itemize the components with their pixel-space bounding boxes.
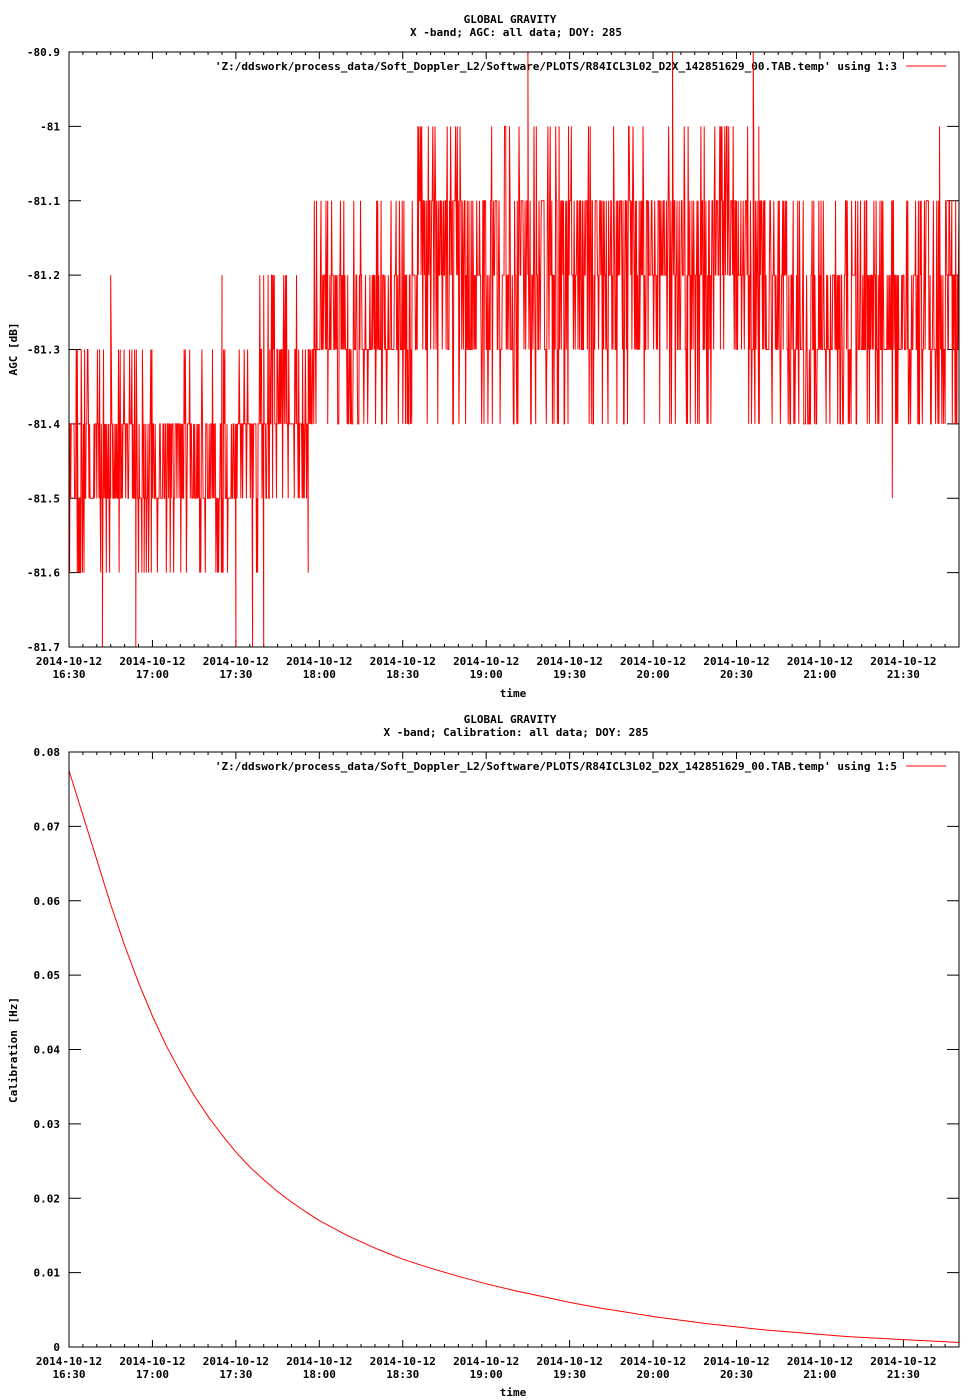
y-tick-label: 0.04 bbox=[34, 1044, 61, 1057]
y-tick-label: -81.2 bbox=[27, 269, 60, 282]
x-tick-label-date: 2014-10-12 bbox=[703, 655, 769, 668]
y-tick-label: -81.1 bbox=[27, 195, 60, 208]
x-tick-label-time: 17:30 bbox=[219, 668, 252, 681]
x-tick-label-date: 2014-10-12 bbox=[620, 655, 686, 668]
x-tick-label-date: 2014-10-12 bbox=[203, 655, 269, 668]
y-tick-label: 0.07 bbox=[34, 820, 61, 833]
chart-subtitle: X -band; Calibration: all data; DOY: 285 bbox=[384, 726, 649, 739]
agc-chart: GLOBAL GRAVITY X -band; AGC: all data; D… bbox=[7, 13, 960, 700]
x-tick-label-date: 2014-10-12 bbox=[36, 1355, 102, 1368]
x-tick-label-time: 19:30 bbox=[553, 1368, 586, 1381]
x-tick-label-date: 2014-10-12 bbox=[787, 655, 853, 668]
y-tick-label: 0.05 bbox=[34, 969, 61, 982]
y-tick-label: -81.3 bbox=[27, 344, 60, 357]
x-tick-label-time: 19:00 bbox=[470, 668, 503, 681]
y-tick-label: 0.08 bbox=[34, 746, 61, 759]
x-tick-label-time: 17:00 bbox=[136, 668, 169, 681]
x-axis-label: time bbox=[500, 687, 527, 700]
x-tick-label-date: 2014-10-12 bbox=[203, 1355, 269, 1368]
x-tick-label-time: 21:30 bbox=[887, 668, 920, 681]
plot-frame bbox=[68, 751, 960, 1348]
y-axis-label: Calibration [Hz] bbox=[7, 997, 20, 1103]
x-tick-label-time: 19:30 bbox=[553, 668, 586, 681]
x-tick-label-date: 2014-10-12 bbox=[36, 655, 102, 668]
x-tick-label-time: 18:00 bbox=[303, 668, 336, 681]
y-tick-label: 0 bbox=[53, 1341, 60, 1354]
y-tick-label: 0.01 bbox=[34, 1267, 61, 1280]
x-tick-label-date: 2014-10-12 bbox=[870, 655, 936, 668]
x-tick-label-time: 17:00 bbox=[136, 1368, 169, 1381]
x-tick-label-date: 2014-10-12 bbox=[370, 655, 436, 668]
x-tick-label-date: 2014-10-12 bbox=[620, 1355, 686, 1368]
x-tick-label-time: 20:00 bbox=[637, 1368, 670, 1381]
x-tick-label-date: 2014-10-12 bbox=[119, 1355, 185, 1368]
y-tick-label: -81.4 bbox=[27, 418, 60, 431]
x-tick-label-time: 19:00 bbox=[470, 1368, 503, 1381]
legend-label: 'Z:/ddswork/process_data/Soft_Doppler_L2… bbox=[215, 60, 897, 73]
x-tick-label-time: 20:30 bbox=[720, 1368, 753, 1381]
x-tick-label-date: 2014-10-12 bbox=[787, 1355, 853, 1368]
x-tick-label-time: 16:30 bbox=[52, 1368, 85, 1381]
x-axis-label: time bbox=[500, 1386, 527, 1399]
x-tick-label-date: 2014-10-12 bbox=[286, 655, 352, 668]
x-tick-label-date: 2014-10-12 bbox=[537, 1355, 603, 1368]
plot-frame bbox=[68, 51, 960, 648]
x-tick-label-date: 2014-10-12 bbox=[453, 1355, 519, 1368]
y-tick-label: -81.7 bbox=[27, 641, 60, 654]
series-line bbox=[69, 51, 960, 648]
x-tick-label-time: 18:30 bbox=[386, 668, 419, 681]
x-tick-label-time: 17:30 bbox=[219, 1368, 252, 1381]
x-tick-label-date: 2014-10-12 bbox=[453, 655, 519, 668]
y-tick-label: -81 bbox=[40, 120, 60, 133]
chart-title: GLOBAL GRAVITY bbox=[464, 13, 557, 26]
chart-title: GLOBAL GRAVITY bbox=[464, 713, 557, 726]
x-tick-label-time: 20:00 bbox=[637, 668, 670, 681]
calibration-chart: GLOBAL GRAVITY X -band; Calibration: all… bbox=[7, 713, 960, 1399]
y-tick-label: -81.6 bbox=[27, 567, 60, 580]
x-tick-label-date: 2014-10-12 bbox=[537, 655, 603, 668]
y-tick-label: -81.5 bbox=[27, 492, 60, 505]
x-tick-label-time: 18:30 bbox=[386, 1368, 419, 1381]
y-tick-label: 0.02 bbox=[34, 1192, 61, 1205]
y-tick-label: 0.06 bbox=[34, 895, 61, 908]
x-tick-label-time: 20:30 bbox=[720, 668, 753, 681]
x-tick-label-time: 16:30 bbox=[52, 668, 85, 681]
series-line bbox=[68, 770, 960, 1343]
x-tick-label-time: 21:30 bbox=[887, 1368, 920, 1381]
legend-label: 'Z:/ddswork/process_data/Soft_Doppler_L2… bbox=[215, 760, 897, 773]
chart-subtitle: X -band; AGC: all data; DOY: 285 bbox=[410, 26, 622, 39]
y-tick-label: 0.03 bbox=[34, 1118, 61, 1131]
y-tick-label: -80.9 bbox=[27, 46, 60, 59]
x-tick-label-time: 21:00 bbox=[803, 1368, 836, 1381]
x-tick-label-time: 21:00 bbox=[803, 668, 836, 681]
x-tick-label-date: 2014-10-12 bbox=[370, 1355, 436, 1368]
x-tick-label-date: 2014-10-12 bbox=[703, 1355, 769, 1368]
x-tick-label-date: 2014-10-12 bbox=[870, 1355, 936, 1368]
x-tick-label-date: 2014-10-12 bbox=[286, 1355, 352, 1368]
x-tick-label-date: 2014-10-12 bbox=[119, 655, 185, 668]
x-tick-label-time: 18:00 bbox=[303, 1368, 336, 1381]
y-axis-label: AGC [dB] bbox=[7, 323, 20, 376]
